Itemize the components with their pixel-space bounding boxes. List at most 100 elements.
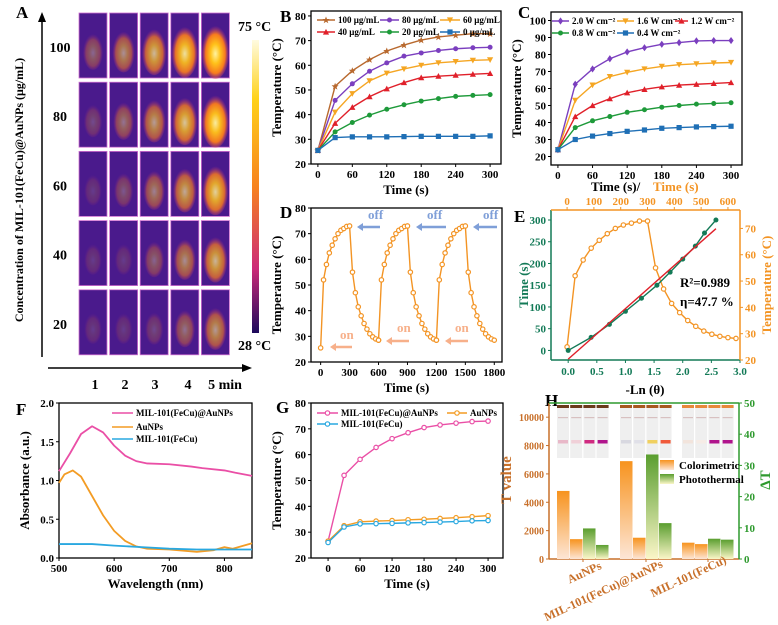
x-axis-title: -Ln (θ) bbox=[626, 382, 665, 397]
test-line bbox=[660, 440, 671, 444]
panel-label: B bbox=[280, 7, 291, 26]
colorbar-min: 28 °C bbox=[238, 339, 271, 354]
test-line bbox=[709, 440, 720, 444]
thermal-image bbox=[200, 150, 230, 217]
control-line bbox=[621, 417, 631, 419]
linear-fit-line bbox=[567, 228, 717, 360]
strip bbox=[695, 405, 708, 458]
data-point bbox=[622, 18, 629, 25]
legend-item: 0 μg/mL bbox=[440, 27, 495, 37]
x-tick-label: 0 bbox=[325, 563, 331, 575]
series-0 bbox=[325, 418, 491, 545]
test-strip-photo bbox=[583, 405, 596, 458]
thermal-image bbox=[109, 12, 138, 79]
panel-label: A bbox=[16, 3, 29, 22]
row-label: 60 bbox=[53, 179, 67, 194]
y-tick-label: 30 bbox=[295, 331, 307, 343]
data-point bbox=[454, 410, 460, 416]
legend-label: Colorimetric bbox=[679, 460, 740, 472]
data-point bbox=[589, 82, 596, 89]
panel-label: G bbox=[276, 398, 289, 417]
bar-photothermal bbox=[721, 539, 734, 559]
data-point bbox=[485, 512, 491, 519]
data-point bbox=[589, 65, 596, 73]
data-point bbox=[384, 134, 390, 140]
legend-label: 60 μg/mL bbox=[463, 15, 500, 25]
data-point bbox=[638, 295, 644, 301]
control-line bbox=[584, 417, 595, 419]
data-point bbox=[572, 97, 579, 104]
x-axis-title: Time (s) bbox=[384, 380, 430, 395]
strip bbox=[620, 405, 632, 458]
series-line bbox=[566, 220, 737, 347]
control-line bbox=[696, 417, 707, 419]
data-point bbox=[701, 328, 707, 334]
data-point bbox=[387, 17, 392, 23]
data-point bbox=[453, 420, 459, 426]
test-strip-photo bbox=[721, 405, 734, 458]
y-tick-label: 70 bbox=[295, 36, 307, 48]
data-point bbox=[471, 304, 477, 310]
panel-label: C bbox=[518, 3, 530, 22]
y-tick-label: 40 bbox=[535, 118, 547, 130]
strip-cap bbox=[682, 405, 694, 408]
strip-cap bbox=[633, 405, 646, 408]
x-tick-label: 300 bbox=[723, 170, 740, 182]
data-point bbox=[404, 223, 411, 229]
annotation-label: on bbox=[397, 320, 412, 335]
thermal-image bbox=[200, 220, 230, 287]
data-point bbox=[607, 55, 613, 63]
strip bbox=[646, 405, 659, 458]
x-tick-label: 180 bbox=[413, 169, 430, 181]
annotation-off: off bbox=[357, 207, 384, 231]
data-point bbox=[589, 102, 596, 109]
strip-cap bbox=[596, 405, 609, 408]
data-point bbox=[486, 57, 494, 63]
y-tick-label: 10000 bbox=[519, 413, 544, 424]
series-0 bbox=[317, 223, 498, 351]
data-point bbox=[349, 134, 355, 140]
y-axis-title: Temperature (°C) bbox=[269, 38, 284, 137]
legend-item: 2.0 W cm⁻² bbox=[552, 16, 616, 26]
control-line bbox=[558, 417, 568, 419]
data-point bbox=[477, 320, 483, 327]
strip bbox=[682, 405, 694, 458]
x-tick-label: 60 bbox=[355, 563, 367, 575]
y-axis-title: Time (s) bbox=[516, 262, 531, 308]
data-point bbox=[400, 41, 408, 49]
data-point bbox=[659, 125, 665, 131]
data-point bbox=[465, 269, 472, 275]
heat-spot bbox=[114, 242, 133, 275]
data-point bbox=[383, 85, 390, 92]
x-tick-label: 600 bbox=[106, 563, 123, 575]
control-line bbox=[597, 417, 608, 419]
data-point bbox=[701, 230, 707, 236]
data-point bbox=[435, 133, 442, 139]
data-point bbox=[435, 60, 442, 66]
data-point bbox=[727, 79, 735, 86]
data-point bbox=[607, 130, 613, 137]
annotation-label: on bbox=[455, 320, 470, 335]
y-tick-label: 250 bbox=[530, 237, 547, 249]
y-tick-label: 0.5 bbox=[40, 514, 54, 526]
y-tick-label: 0 bbox=[541, 345, 547, 357]
legend-label: 0.4 W cm⁻² bbox=[637, 28, 681, 38]
data-point bbox=[452, 31, 460, 39]
heat-spot bbox=[113, 171, 134, 208]
data-point bbox=[346, 223, 353, 229]
data-point bbox=[331, 82, 339, 90]
bar-colorimetric bbox=[557, 490, 570, 559]
x-tick-label: 700 bbox=[161, 563, 178, 575]
thermal-image bbox=[170, 220, 200, 287]
data-point bbox=[654, 282, 660, 288]
data-point bbox=[341, 524, 347, 530]
data-point bbox=[357, 521, 363, 527]
series-4 bbox=[555, 123, 734, 153]
test-strip-photo bbox=[620, 405, 632, 458]
thermal-image bbox=[170, 81, 200, 148]
data-point bbox=[453, 93, 459, 99]
thermal-image bbox=[170, 12, 200, 79]
data-point bbox=[659, 40, 665, 48]
data-point bbox=[474, 312, 480, 319]
data-point bbox=[325, 539, 331, 546]
